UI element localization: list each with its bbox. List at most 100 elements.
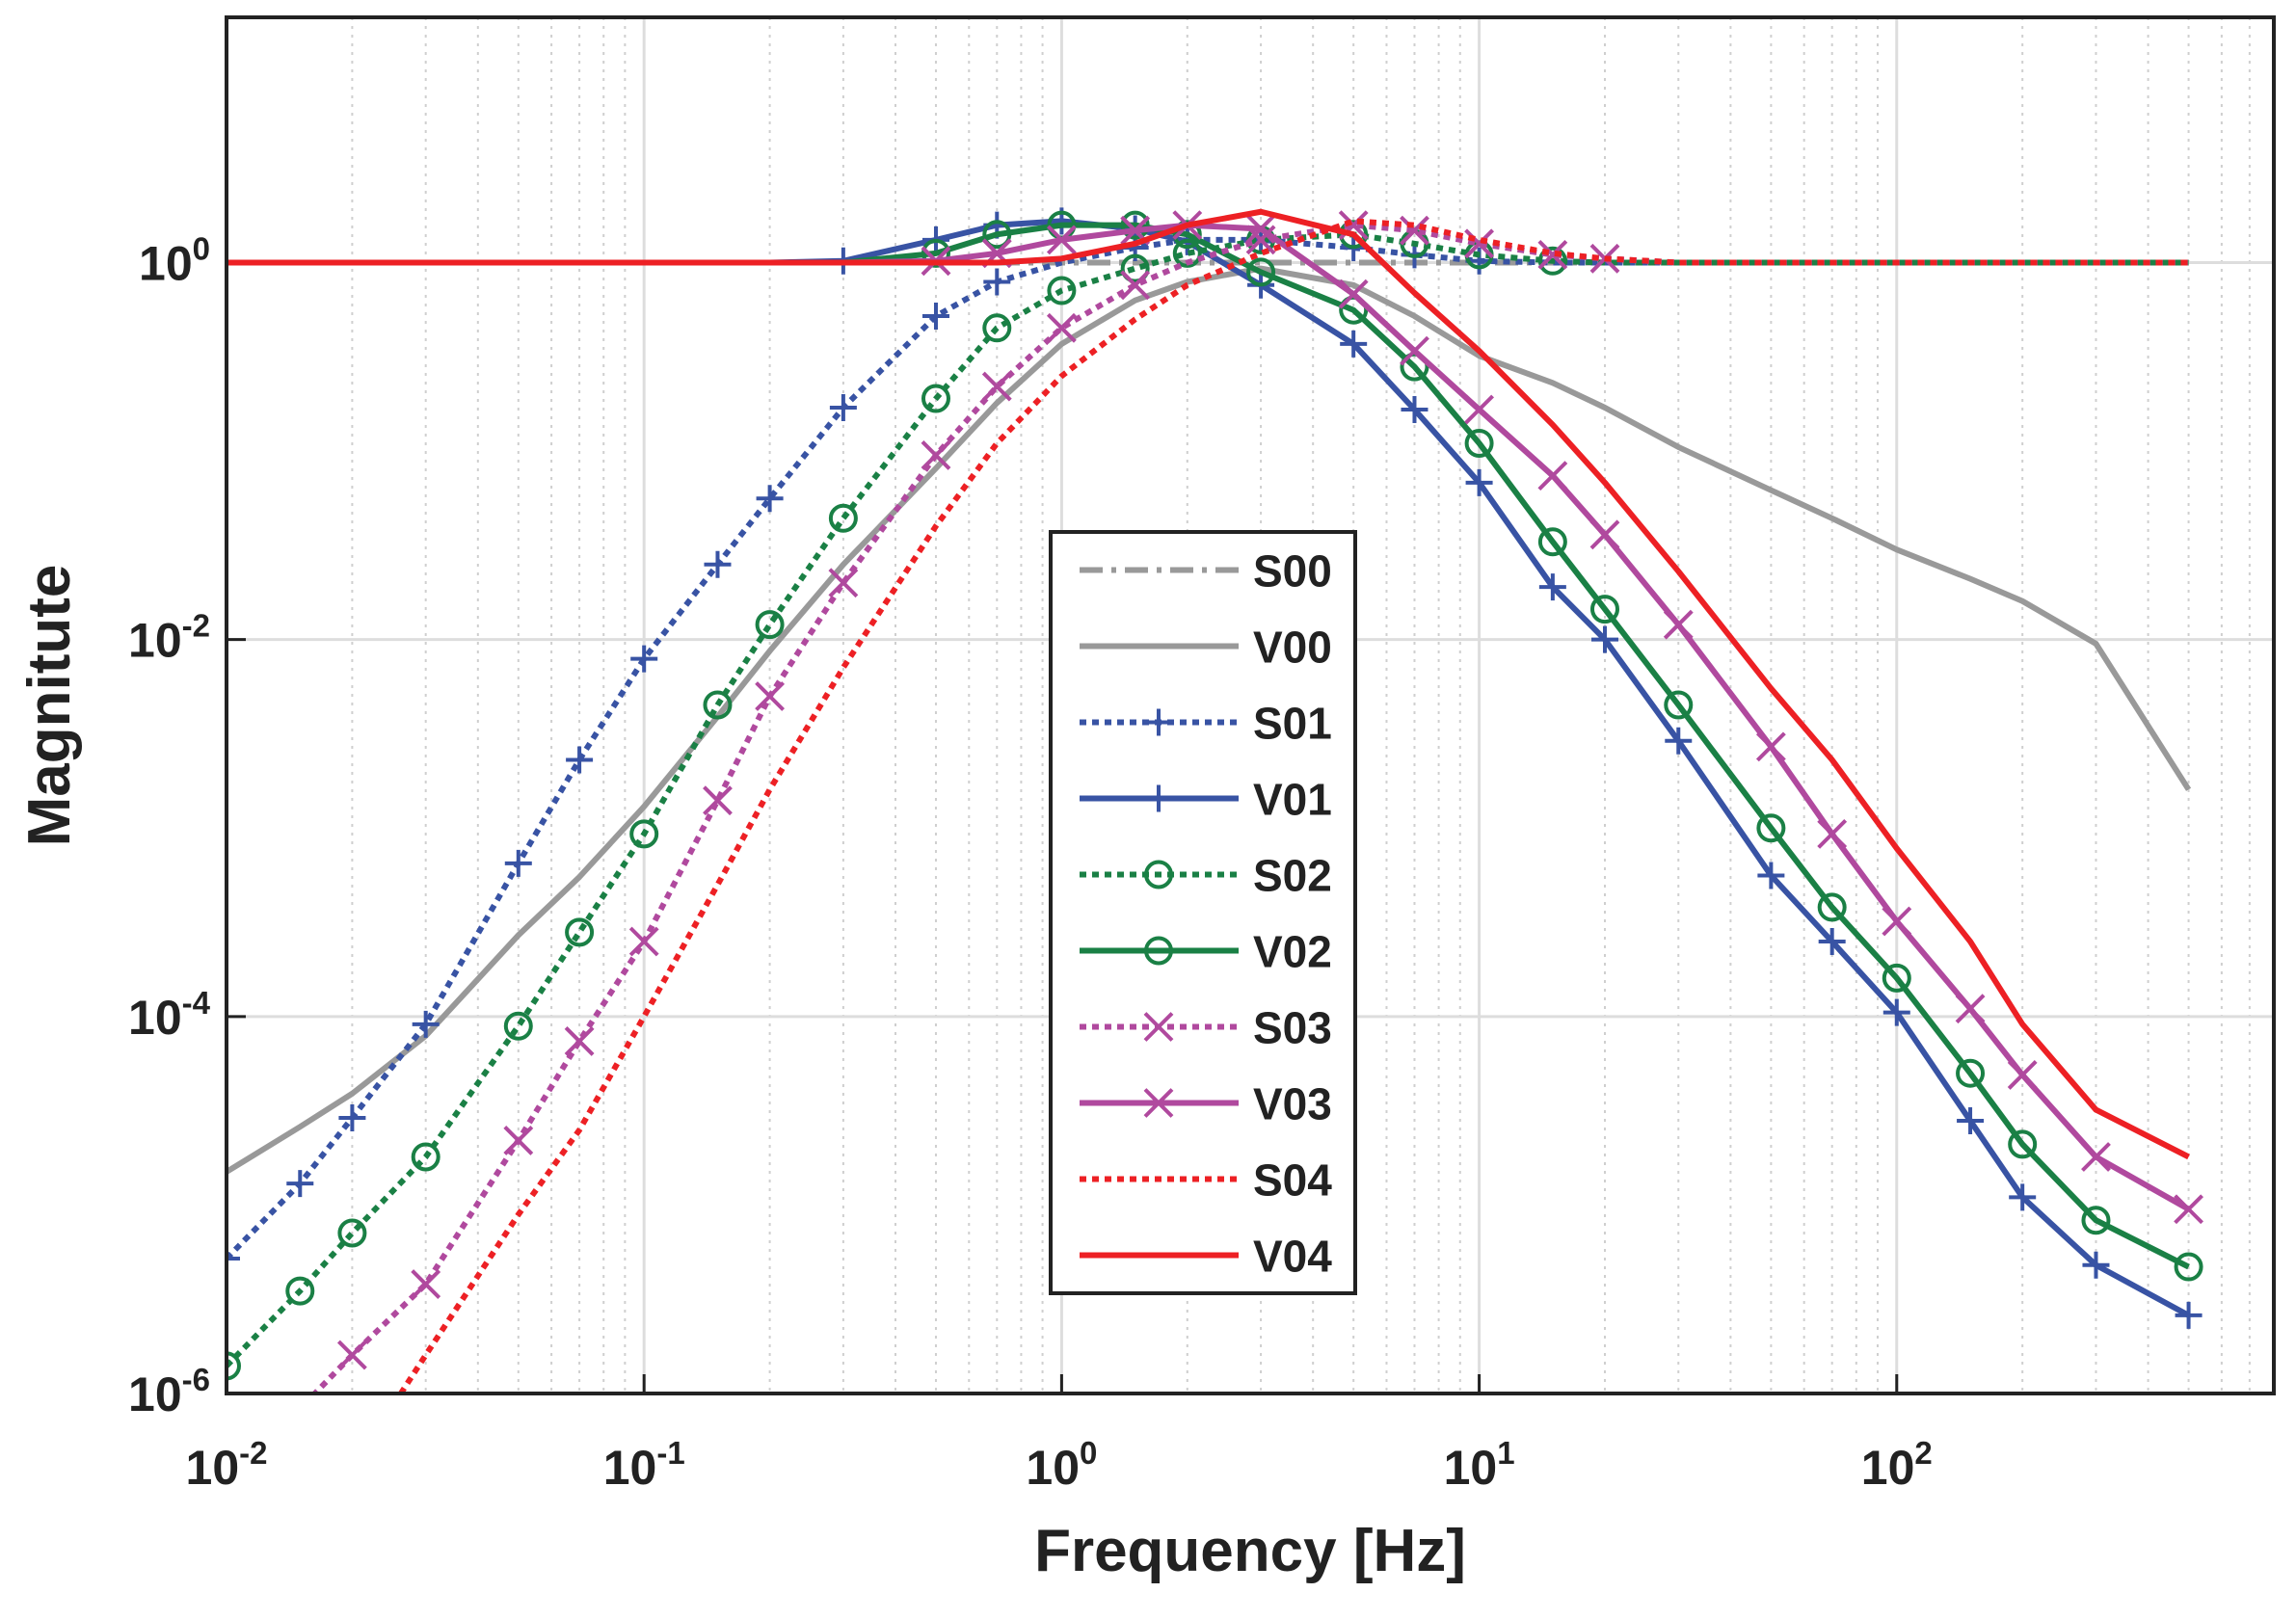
marker [829,393,857,421]
marker [1589,595,1619,624]
marker [412,1010,440,1038]
marker [566,746,594,774]
marker [1145,708,1172,736]
marker [755,681,786,711]
marker [921,238,950,268]
marker [630,645,658,673]
series-line [227,208,2190,1160]
marker [1538,573,1566,601]
marker [704,550,732,578]
legend-label: V02 [1253,927,1332,977]
legend-label: V03 [1253,1079,1332,1129]
legend-label: V04 [1253,1232,1332,1282]
marker [629,819,659,849]
marker [1143,1012,1174,1042]
marker [2081,1142,2111,1172]
marker [411,1142,441,1172]
marker [2082,1251,2110,1279]
legend-box [1049,530,1357,1295]
y-tick-label: 10-6 [128,1362,210,1421]
marker [1401,396,1428,424]
marker [1464,428,1494,458]
x-tick-label: 100 [1026,1435,1097,1495]
marker [336,1340,367,1370]
marker [1340,330,1368,358]
marker [703,785,733,816]
legend-label: S01 [1253,699,1332,749]
marker [981,371,1012,402]
marker [337,1218,367,1248]
marker [227,1244,240,1272]
marker [982,220,1012,250]
marker [1120,210,1150,240]
marker [285,1276,315,1306]
marker [1537,527,1567,557]
marker [1590,625,1618,653]
marker [411,1269,441,1300]
marker [1817,892,1847,922]
marker [1882,963,1911,993]
marker [1338,279,1369,309]
marker [1400,335,1429,366]
marker [1757,862,1785,889]
marker [1882,998,1910,1026]
marker [1047,276,1077,305]
marker [628,926,659,957]
x-tick-label: 10-2 [186,1435,268,1495]
marker [1818,927,1846,955]
marker [703,690,733,720]
marker [1663,609,1694,640]
marker [1589,519,1620,550]
marker [1172,238,1202,268]
marker [1464,394,1495,425]
marker [1400,215,1429,246]
marker [983,268,1011,296]
marker [1046,225,1077,255]
x-tick-label: 101 [1444,1435,1515,1495]
marker [2008,1129,2038,1159]
marker [921,439,951,470]
y-tick-label: 10-2 [128,608,210,668]
marker [1120,253,1150,283]
series-line [397,218,2189,1393]
marker [1882,906,1912,937]
marker [2081,1206,2111,1235]
x-tick-label: 102 [1861,1435,1933,1495]
marker [1145,784,1172,812]
marker [564,1025,595,1056]
marker [2007,1060,2038,1090]
marker [1464,228,1495,259]
marker [1817,818,1848,849]
x-axis-label: Frequency [Hz] [1034,1518,1466,1584]
marker [2175,1301,2203,1329]
marker [755,610,785,640]
series-line [227,231,2189,1368]
marker [503,1126,534,1155]
marker [1956,1058,1986,1088]
legend-label: V01 [1253,775,1332,825]
marker [504,849,532,877]
marker [1957,1106,1985,1134]
plot-area [227,207,2203,1393]
x-tick-label: 10-1 [603,1435,685,1495]
marker [828,568,859,598]
marker [1537,246,1567,276]
y-tick-label: 100 [139,230,210,290]
marker [227,1351,241,1381]
y-tick-label: 10-4 [128,985,211,1045]
marker [1537,239,1568,270]
series-line [310,222,2189,1393]
marker [1144,860,1173,889]
marker [1665,727,1693,755]
marker [921,303,949,331]
marker [756,485,784,513]
marker [1756,813,1786,843]
marker [1172,220,1202,250]
marker [2174,1252,2203,1282]
marker [1143,1088,1174,1118]
plot-frame [225,15,2276,1395]
marker [1144,936,1173,966]
marker [1537,461,1568,491]
